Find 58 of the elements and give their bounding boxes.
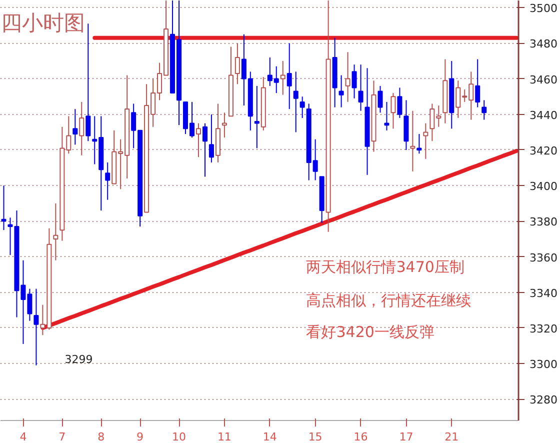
- candlestick: [358, 64, 364, 112]
- candlestick: [390, 92, 396, 130]
- y-tick-label: 3400: [530, 180, 558, 194]
- x-tick-label: 21: [444, 430, 459, 443]
- candlestick: [86, 23, 91, 142]
- candlestick: [338, 74, 344, 108]
- candlestick: [286, 42, 292, 110]
- candlestick: [1, 185, 6, 231]
- candlestick: [72, 108, 78, 146]
- candlestick: [202, 122, 208, 178]
- y-tick-label: 3320: [530, 322, 558, 336]
- candlestick: [416, 133, 422, 154]
- x-tick-label: 14: [262, 430, 277, 443]
- candlestick: [79, 101, 84, 156]
- x-tick-label: 16: [354, 430, 368, 443]
- candlestick: [254, 85, 260, 149]
- candlestick: [105, 162, 110, 200]
- y-tick-label: 3380: [530, 216, 558, 229]
- candlestick: [234, 42, 240, 85]
- y-tick-label: 3460: [530, 73, 558, 86]
- candlestick: [196, 122, 201, 158]
- x-tick-label: 10: [172, 430, 186, 443]
- candlestick: [34, 288, 39, 366]
- x-tick-label: 9: [136, 430, 144, 443]
- candlestick: [410, 110, 416, 172]
- candlestick: [208, 114, 214, 163]
- y-tick-label: 3440: [530, 108, 558, 122]
- candlestick: [352, 64, 357, 99]
- y-tick-label: 3300: [530, 358, 558, 372]
- candlestick: [293, 71, 298, 133]
- text: 四小时图: [1, 11, 86, 36]
- candlestick: [384, 101, 390, 131]
- candlestick: [397, 87, 402, 118]
- x-tick-label: 15: [308, 430, 322, 443]
- x-tick-label: 17: [399, 430, 414, 443]
- annotation: 高点相似，行情还在继续: [306, 291, 472, 310]
- x-tick-label: 8: [98, 430, 105, 443]
- y-tick-label: 3340: [530, 286, 558, 300]
- candlestick: [345, 52, 350, 102]
- x-tick-label: 11: [217, 430, 232, 443]
- candlestick: [222, 112, 227, 138]
- candlestick: [378, 85, 383, 114]
- x-tick-label: 4: [20, 430, 27, 443]
- y-tick-label: 3280: [530, 394, 558, 407]
- annotation: 两天相似行情3470压制: [306, 258, 464, 276]
- candlestick: [53, 202, 58, 261]
- y-tick-label: 3500: [530, 2, 558, 16]
- candlestick: [280, 60, 286, 96]
- candlestick: [423, 122, 428, 160]
- y-tick-label: 3480: [530, 38, 558, 51]
- candlestick: [300, 96, 305, 118]
- candlestick: [482, 100, 487, 120]
- annotation: 看好3420一线反弹: [306, 323, 434, 342]
- annotation: 3299: [64, 353, 93, 366]
- x-tick-label: 7: [58, 430, 66, 443]
- y-tick-label: 3420: [530, 144, 558, 158]
- y-tick-label: 3360: [530, 251, 558, 264]
- candlestick: [475, 58, 480, 108]
